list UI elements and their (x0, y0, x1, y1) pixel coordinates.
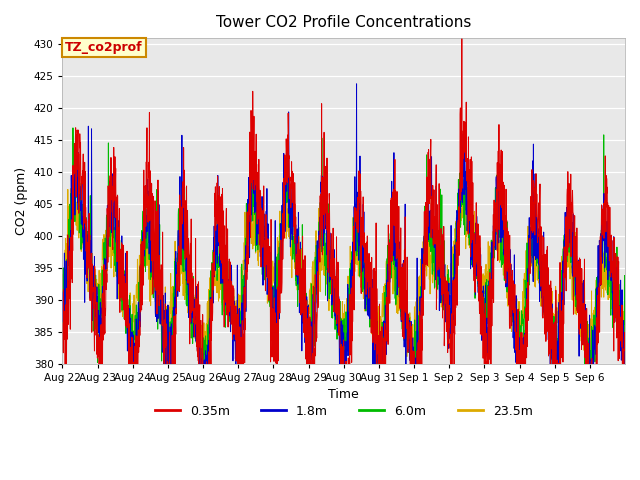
1.8m (621, 353, 629, 359)
0.35m (378, 468, 385, 474)
0.35m (614, 305, 621, 311)
23.5m (283, 170, 291, 176)
0.35m (621, 343, 629, 348)
23.5m (236, 315, 244, 321)
1.8m (353, 81, 360, 87)
1.8m (614, 328, 621, 334)
23.5m (378, 308, 386, 313)
1.8m (545, 302, 553, 308)
Title: Tower CO2 Profile Concentrations: Tower CO2 Profile Concentrations (216, 15, 472, 30)
6.0m (514, 359, 522, 364)
0.35m (545, 296, 553, 301)
6.0m (115, 249, 123, 254)
1.8m (378, 370, 386, 376)
23.5m (545, 316, 553, 322)
6.0m (545, 335, 553, 341)
23.5m (59, 277, 67, 283)
Text: TZ_co2prof: TZ_co2prof (65, 41, 143, 54)
6.0m (614, 324, 621, 329)
0.35m (514, 307, 522, 312)
0.35m (458, 26, 466, 32)
0.35m (378, 435, 385, 441)
0.35m (59, 336, 67, 342)
23.5m (200, 365, 208, 371)
23.5m (621, 318, 629, 324)
1.8m (514, 360, 522, 366)
0.35m (236, 365, 244, 371)
0.35m (115, 256, 122, 262)
6.0m (237, 322, 244, 327)
6.0m (59, 305, 67, 311)
Line: 0.35m: 0.35m (63, 29, 625, 471)
1.8m (115, 218, 122, 224)
1.8m (378, 424, 385, 430)
6.0m (621, 312, 629, 317)
6.0m (69, 125, 77, 131)
23.5m (115, 260, 122, 266)
6.0m (200, 397, 207, 403)
X-axis label: Time: Time (328, 388, 359, 401)
Line: 1.8m: 1.8m (63, 84, 625, 427)
Line: 23.5m: 23.5m (63, 173, 625, 368)
23.5m (514, 328, 522, 334)
23.5m (614, 293, 621, 299)
6.0m (378, 333, 386, 339)
1.8m (236, 330, 244, 336)
Line: 6.0m: 6.0m (63, 128, 625, 400)
Legend: 0.35m, 1.8m, 6.0m, 23.5m: 0.35m, 1.8m, 6.0m, 23.5m (150, 400, 538, 422)
1.8m (59, 319, 67, 324)
Y-axis label: CO2 (ppm): CO2 (ppm) (15, 167, 28, 235)
